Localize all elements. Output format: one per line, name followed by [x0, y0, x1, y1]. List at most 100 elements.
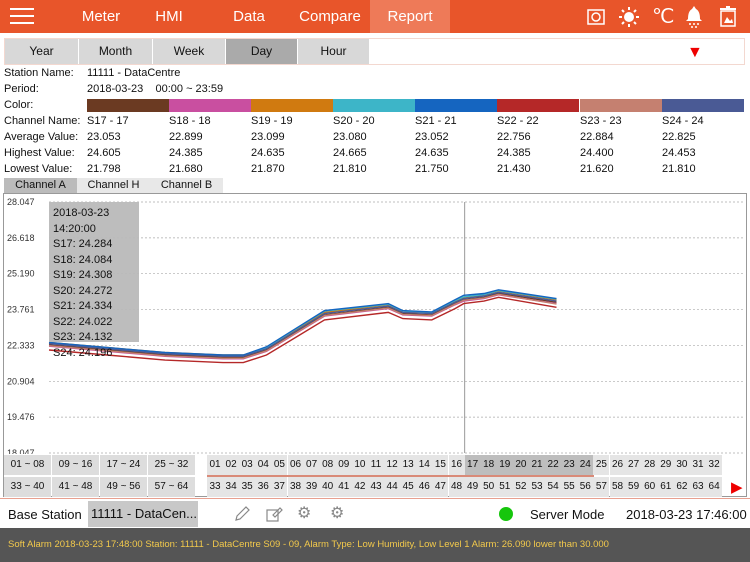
nav-meter[interactable]: Meter: [81, 8, 121, 25]
celsius-icon[interactable]: ℃: [652, 6, 675, 28]
channel-button-61[interactable]: 61: [657, 477, 674, 497]
channel-group-button[interactable]: 41 ~ 48: [52, 477, 99, 497]
channel-group-button[interactable]: 09 ~ 16: [52, 455, 99, 475]
channel-button-56[interactable]: 56: [577, 477, 594, 497]
channel-button-20[interactable]: 20: [512, 455, 529, 475]
nav-report[interactable]: Report: [370, 0, 450, 33]
channel-button-27[interactable]: 27: [625, 455, 642, 475]
channel-group-button[interactable]: 33 ~ 40: [4, 477, 51, 497]
channel-button-07[interactable]: 07: [303, 455, 320, 475]
tab-channel-h[interactable]: Channel H: [77, 178, 150, 193]
channel-button-52[interactable]: 52: [512, 477, 529, 497]
channel-button-47[interactable]: 47: [432, 477, 449, 497]
channel-group-button[interactable]: 49 ~ 56: [100, 477, 147, 497]
channel-button-23[interactable]: 23: [561, 455, 578, 475]
settings-gear-icon[interactable]: ⚙: [297, 505, 312, 522]
alarm-bell-icon[interactable]: [683, 5, 705, 29]
channel-button-11[interactable]: 11: [368, 455, 384, 475]
channel-button-51[interactable]: 51: [496, 477, 513, 497]
channel-group-button[interactable]: 01 ~ 08: [4, 455, 51, 475]
channel-button-37[interactable]: 37: [271, 477, 288, 497]
channel-button-04[interactable]: 04: [255, 455, 272, 475]
channel-button-10[interactable]: 10: [351, 455, 368, 475]
channel-group-button[interactable]: 17 ~ 24: [100, 455, 147, 475]
tab-week[interactable]: Week: [153, 39, 226, 64]
channel-button-49[interactable]: 49: [464, 477, 481, 497]
channel-button-18[interactable]: 18: [480, 455, 497, 475]
channel-button-32[interactable]: 32: [706, 455, 723, 475]
channel-button-06[interactable]: 06: [287, 455, 304, 475]
channel-button-30[interactable]: 30: [673, 455, 690, 475]
channel-button-13[interactable]: 13: [400, 455, 417, 475]
channel-button-15[interactable]: 15: [432, 455, 449, 475]
channel-button-59[interactable]: 59: [625, 477, 642, 497]
channel-button-22[interactable]: 22: [545, 455, 562, 475]
camera-icon[interactable]: [586, 7, 606, 27]
channel-button-46[interactable]: 46: [416, 477, 433, 497]
channel-button-02[interactable]: 02: [223, 455, 240, 475]
channel-button-01[interactable]: 01: [207, 455, 223, 475]
channel-button-12[interactable]: 12: [384, 455, 401, 475]
channel-button-54[interactable]: 54: [545, 477, 562, 497]
channel-button-21[interactable]: 21: [529, 455, 545, 475]
channel-button-34[interactable]: 34: [223, 477, 240, 497]
channel-button-08[interactable]: 08: [319, 455, 336, 475]
channel-button-19[interactable]: 19: [496, 455, 513, 475]
channel-button-25[interactable]: 25: [593, 455, 610, 475]
channel-button-29[interactable]: 29: [657, 455, 674, 475]
channel-button-45[interactable]: 45: [400, 477, 417, 497]
edit-note-icon[interactable]: [265, 505, 283, 523]
tab-year[interactable]: Year: [5, 39, 79, 64]
channel-button-42[interactable]: 42: [351, 477, 368, 497]
channel-button-28[interactable]: 28: [641, 455, 658, 475]
channel-button-26[interactable]: 26: [609, 455, 626, 475]
channel-group-button[interactable]: 57 ~ 64: [148, 477, 195, 497]
brightness-icon[interactable]: [618, 6, 640, 28]
channel-button-40[interactable]: 40: [319, 477, 336, 497]
channel-button-50[interactable]: 50: [480, 477, 497, 497]
channel-button-16[interactable]: 16: [448, 455, 465, 475]
base-station-select[interactable]: 11111 - DataCen...: [88, 501, 198, 527]
channel-button-57[interactable]: 57: [593, 477, 610, 497]
channel-button-36[interactable]: 36: [255, 477, 272, 497]
channel-button-58[interactable]: 58: [609, 477, 626, 497]
channel-button-39[interactable]: 39: [303, 477, 320, 497]
channel-button-35[interactable]: 35: [239, 477, 256, 497]
edit-pencil-icon[interactable]: [233, 505, 251, 523]
alarm-banner[interactable]: Soft Alarm 2018-03-23 17:48:00 Station: …: [0, 528, 750, 562]
channel-group-button[interactable]: 25 ~ 32: [148, 455, 195, 475]
channel-button-14[interactable]: 14: [416, 455, 433, 475]
channel-button-60[interactable]: 60: [641, 477, 658, 497]
next-page-arrow-icon[interactable]: ▶: [731, 479, 743, 496]
nav-data[interactable]: Data: [233, 8, 265, 25]
channel-button-43[interactable]: 43: [368, 477, 384, 497]
channel-button-24[interactable]: 24: [577, 455, 594, 475]
line-chart[interactable]: 28.047 26.618 25.190 23.761 22.333 20.904 19.4…: [3, 193, 747, 497]
channel-button-31[interactable]: 31: [690, 455, 706, 475]
tab-hour[interactable]: Hour: [298, 39, 370, 64]
tab-day[interactable]: Day: [226, 39, 298, 64]
channel-button-41[interactable]: 41: [335, 477, 352, 497]
advanced-settings-gear-icon[interactable]: ⚙: [330, 505, 345, 522]
channel-button-53[interactable]: 53: [529, 477, 545, 497]
channel-button-03[interactable]: 03: [239, 455, 256, 475]
channel-button-62[interactable]: 62: [673, 477, 690, 497]
tab-channel-b[interactable]: Channel B: [150, 178, 223, 193]
trash-icon[interactable]: [718, 6, 738, 28]
channel-button-63[interactable]: 63: [690, 477, 706, 497]
channel-button-64[interactable]: 64: [706, 477, 723, 497]
nav-compare[interactable]: Compare: [299, 8, 361, 25]
tab-channel-a[interactable]: Channel A: [4, 178, 77, 193]
tab-month[interactable]: Month: [79, 39, 153, 64]
channel-button-38[interactable]: 38: [287, 477, 304, 497]
dropdown-chevron-icon[interactable]: ▼: [687, 44, 703, 61]
channel-button-33[interactable]: 33: [207, 477, 223, 497]
channel-button-17[interactable]: 17: [464, 455, 481, 475]
channel-button-55[interactable]: 55: [561, 477, 578, 497]
channel-button-09[interactable]: 09: [335, 455, 352, 475]
channel-button-44[interactable]: 44: [384, 477, 401, 497]
hamburger-menu-icon[interactable]: [10, 8, 34, 25]
nav-hmi[interactable]: HMI: [155, 8, 183, 25]
channel-button-05[interactable]: 05: [271, 455, 288, 475]
channel-button-48[interactable]: 48: [448, 477, 465, 497]
